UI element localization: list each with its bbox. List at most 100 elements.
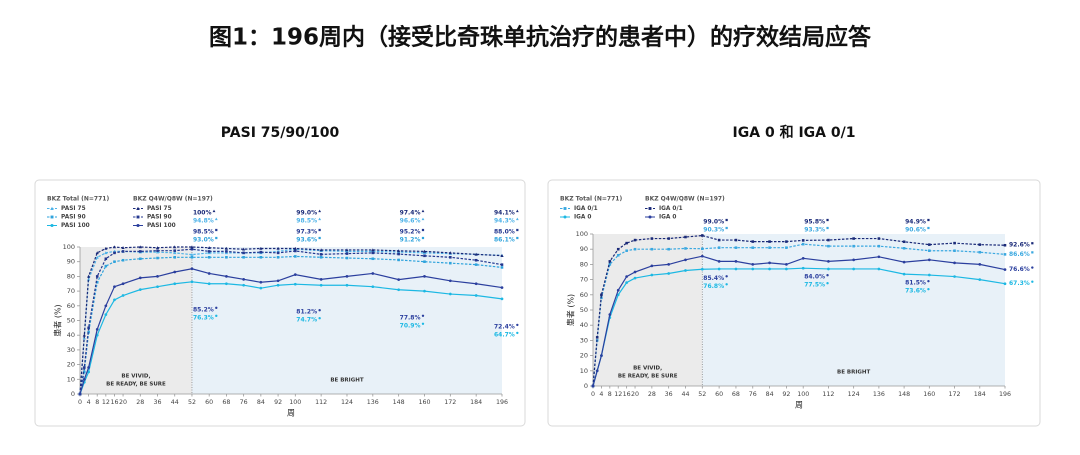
marker: [751, 267, 755, 271]
y-tick-label: 100: [63, 243, 75, 251]
marker: [138, 288, 142, 291]
marker: [207, 272, 211, 275]
x-tick-label: 20: [631, 391, 639, 398]
x-tick-label: 52: [188, 399, 196, 406]
marker: [827, 244, 830, 248]
y-tick-label: 40: [580, 321, 588, 329]
marker: [318, 317, 321, 320]
value-label: 91.2%: [400, 237, 421, 244]
marker: [95, 275, 99, 278]
y-axis-label: 患者 (%): [566, 294, 576, 326]
marker: [852, 237, 855, 240]
marker: [156, 249, 159, 252]
y-tick-label: 30: [67, 346, 75, 354]
marker: [1003, 253, 1007, 256]
x-tick-label: 68: [222, 399, 230, 406]
legend-label: PASI 75: [61, 206, 86, 212]
marker: [113, 251, 116, 255]
marker: [156, 285, 159, 289]
marker: [717, 238, 721, 242]
marker: [190, 280, 194, 284]
x-tick-label: 112: [822, 391, 834, 398]
y-axis-label: 患者 (%): [53, 304, 63, 336]
marker: [276, 246, 280, 250]
marker: [214, 217, 218, 221]
marker: [902, 240, 906, 244]
marker: [852, 244, 855, 248]
marker: [474, 282, 478, 286]
marker: [768, 246, 771, 249]
x-tick-label: 4: [599, 391, 603, 398]
marker: [190, 253, 194, 256]
x-tick-label: 68: [732, 391, 740, 398]
marker: [978, 278, 982, 281]
marker: [121, 246, 125, 250]
marker: [608, 263, 612, 266]
marker: [371, 285, 375, 289]
region: [80, 247, 192, 394]
marker: [785, 240, 788, 243]
x-tick-label: 124: [341, 399, 353, 406]
marker: [701, 247, 704, 251]
marker: [83, 366, 86, 369]
marker: [371, 248, 375, 252]
marker: [751, 263, 755, 266]
marker: [345, 252, 349, 255]
marker: [207, 251, 211, 255]
marker: [449, 261, 452, 265]
marker: [717, 267, 721, 271]
marker: [225, 275, 228, 278]
x-tick-label: 136: [873, 391, 885, 398]
marker: [734, 260, 738, 263]
x-tick-label: 160: [418, 399, 430, 406]
marker: [155, 250, 160, 254]
marker: [190, 267, 194, 271]
marker: [319, 283, 323, 287]
value-label: 86.1%: [494, 237, 515, 244]
marker: [242, 283, 245, 287]
marker: [138, 276, 142, 280]
marker: [87, 366, 90, 369]
marker: [625, 241, 628, 245]
marker: [600, 354, 603, 357]
marker: [318, 236, 321, 240]
x-tick-label: 136: [367, 399, 379, 406]
value-label: 77.8%: [400, 314, 421, 321]
y-tick-label: 50: [67, 317, 75, 325]
marker: [616, 293, 620, 297]
marker: [173, 256, 177, 259]
y-tick-label: 0: [584, 382, 588, 390]
marker: [318, 309, 321, 312]
value-label: 90.6%: [905, 227, 926, 234]
marker: [95, 255, 99, 259]
marker: [600, 293, 603, 297]
marker: [87, 274, 91, 278]
marker: [104, 313, 108, 316]
marker: [50, 215, 54, 219]
value-label: 76.3%: [193, 314, 214, 321]
x-tick-label: 184: [470, 399, 482, 406]
marker: [633, 238, 637, 242]
marker: [345, 275, 349, 278]
y-tick-label: 90: [580, 245, 588, 253]
marker: [113, 298, 116, 302]
value-label: 88.0%: [494, 229, 515, 236]
value-label: 74.7%: [296, 317, 317, 324]
marker: [516, 331, 519, 335]
marker: [190, 256, 194, 259]
x-tick-label: 4: [87, 399, 91, 406]
marker: [82, 333, 86, 337]
marker: [318, 209, 322, 213]
marker: [650, 247, 654, 251]
legend-label: PASI 100: [61, 223, 90, 229]
value-label: 97.3%: [296, 229, 317, 236]
marker: [225, 256, 228, 259]
marker: [397, 278, 401, 281]
legend-group-title: BKZ Total (N=771): [47, 196, 109, 203]
marker: [734, 267, 738, 271]
x-axis-label: 周: [287, 409, 295, 418]
marker: [978, 250, 982, 254]
marker: [319, 277, 323, 281]
legend-label: PASI 75: [147, 206, 172, 212]
marker: [953, 241, 956, 245]
